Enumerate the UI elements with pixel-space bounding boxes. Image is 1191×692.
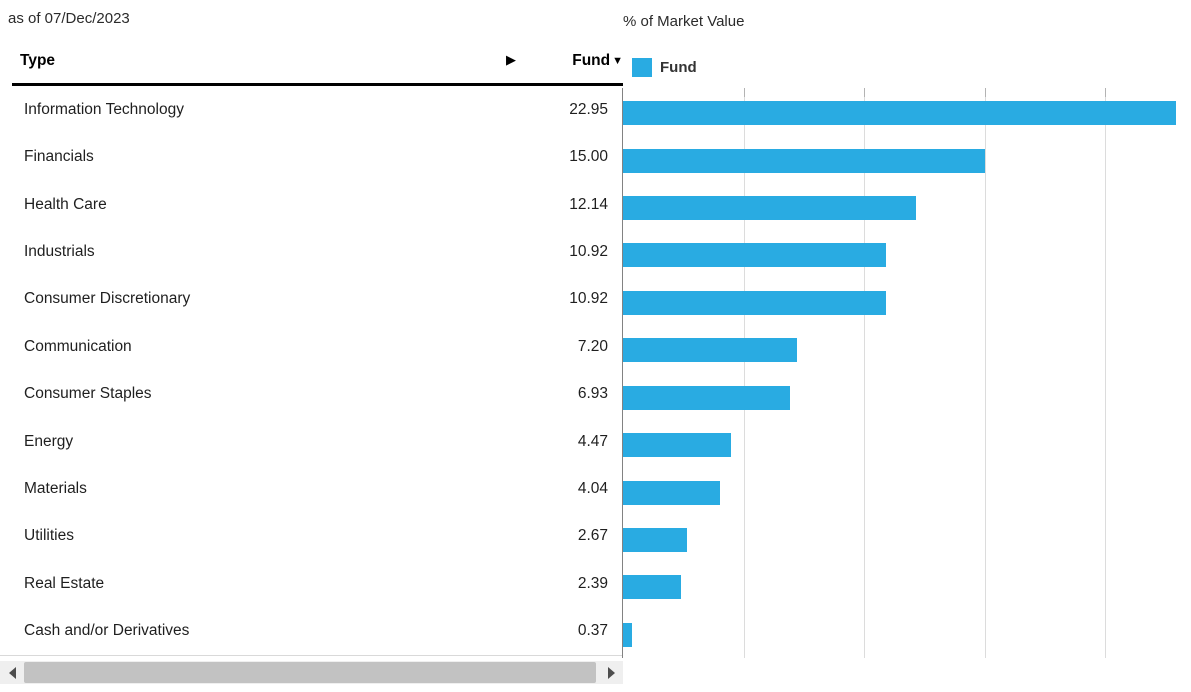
sector-name: Information Technology	[24, 100, 184, 118]
fund-percent-value: 10.92	[569, 290, 608, 308]
sector-name: Energy	[24, 432, 74, 450]
table-row[interactable]: Real Estate 2.39	[0, 560, 623, 608]
sector-name: Consumer Staples	[24, 385, 152, 403]
table-row[interactable]: Materials 4.04	[0, 465, 623, 513]
sort-descending-icon: ▼	[612, 55, 623, 67]
sector-name: Communication	[24, 337, 132, 355]
legend-fund-label: Fund	[660, 59, 697, 76]
table-row[interactable]: Consumer Staples 6.93	[0, 370, 623, 418]
fund-percent-value: 7.20	[577, 337, 608, 355]
fund-bar[interactable]	[623, 622, 632, 647]
table-row[interactable]: Utilities 2.67	[0, 512, 623, 561]
scroll-left-icon	[8, 666, 16, 679]
column-header-type[interactable]: Type	[20, 52, 56, 69]
chart-gridline	[1105, 88, 1106, 658]
sector-name: Industrials	[24, 242, 95, 260]
fund-bar-chart	[622, 88, 1191, 658]
scroll-right-button[interactable]	[599, 661, 623, 684]
fund-bar[interactable]	[623, 243, 886, 268]
fund-bar[interactable]	[623, 290, 886, 315]
fund-bar[interactable]	[623, 196, 916, 221]
chart-tick	[744, 88, 745, 97]
table-row[interactable]: Financials 15.00	[0, 133, 623, 181]
fund-percent-value: 4.04	[577, 479, 608, 497]
scrollbar-track[interactable]	[24, 661, 599, 684]
table-row[interactable]: Consumer Discretionary 10.92	[0, 275, 623, 324]
fund-bar[interactable]	[623, 338, 797, 363]
fund-percent-value: 6.93	[577, 385, 608, 403]
chart-gridline	[744, 88, 745, 658]
sector-name: Utilities	[24, 527, 74, 545]
fund-header-label: Fund	[572, 52, 611, 69]
fund-percent-value: 22.95	[569, 100, 608, 118]
sector-name: Consumer Discretionary	[24, 290, 191, 308]
sector-name: Health Care	[24, 195, 107, 213]
chart-gridline	[985, 88, 986, 658]
table-row[interactable]: Information Technology 22.95	[0, 86, 623, 134]
sector-name: Financials	[24, 148, 94, 166]
fund-bar[interactable]	[623, 433, 731, 458]
fund-percent-value: 2.39	[577, 574, 608, 592]
fund-bar[interactable]	[623, 385, 790, 410]
fund-percent-value: 0.37	[577, 622, 608, 640]
table-row[interactable]: Communication 7.20	[0, 323, 623, 371]
scroll-left-button[interactable]	[0, 661, 24, 684]
scrollbar-thumb[interactable]	[24, 662, 596, 683]
fund-percent-value: 12.14	[569, 195, 608, 213]
sector-name: Materials	[24, 479, 87, 497]
expand-right-icon[interactable]: ▶	[506, 52, 516, 67]
sector-name: Real Estate	[24, 574, 105, 592]
table-row[interactable]: Industrials 10.92	[0, 228, 623, 276]
chart-tick	[985, 88, 986, 97]
chart-title: % of Market Value	[623, 13, 745, 30]
fund-bar[interactable]	[623, 148, 985, 173]
table-header-row: Type ▶ Fund ▼	[12, 44, 623, 86]
table-row[interactable]: Cash and/or Derivatives 0.37	[0, 607, 623, 655]
column-header-fund[interactable]: Fund ▼	[572, 52, 623, 70]
sector-table: Type ▶ Fund ▼ Information Technology 22.95…	[0, 44, 623, 656]
table-body: Information Technology 22.95 Financials 15.…	[0, 86, 623, 656]
table-row[interactable]: Energy 4.47	[0, 417, 623, 466]
table-row[interactable]: Health Care 12.14	[0, 180, 623, 229]
fund-percent-value: 15.00	[569, 148, 608, 166]
fund-percent-value: 4.47	[577, 432, 608, 450]
scroll-right-icon	[607, 666, 615, 679]
legend-fund-swatch	[632, 58, 652, 77]
as-of-date: as of 07/Dec/2023	[8, 10, 130, 27]
sector-name: Cash and/or Derivatives	[24, 622, 190, 640]
chart-legend: Fund	[632, 58, 697, 77]
fund-bar[interactable]	[623, 480, 720, 505]
fund-percent-value: 2.67	[577, 527, 608, 545]
fund-bar[interactable]	[623, 575, 681, 600]
horizontal-scrollbar[interactable]	[0, 661, 623, 684]
chart-tick	[864, 88, 865, 97]
chart-tick	[1105, 88, 1106, 97]
chart-gridline	[864, 88, 865, 658]
fund-bar[interactable]	[623, 527, 687, 552]
fund-bar[interactable]	[623, 101, 1176, 126]
fund-percent-value: 10.92	[569, 242, 608, 260]
